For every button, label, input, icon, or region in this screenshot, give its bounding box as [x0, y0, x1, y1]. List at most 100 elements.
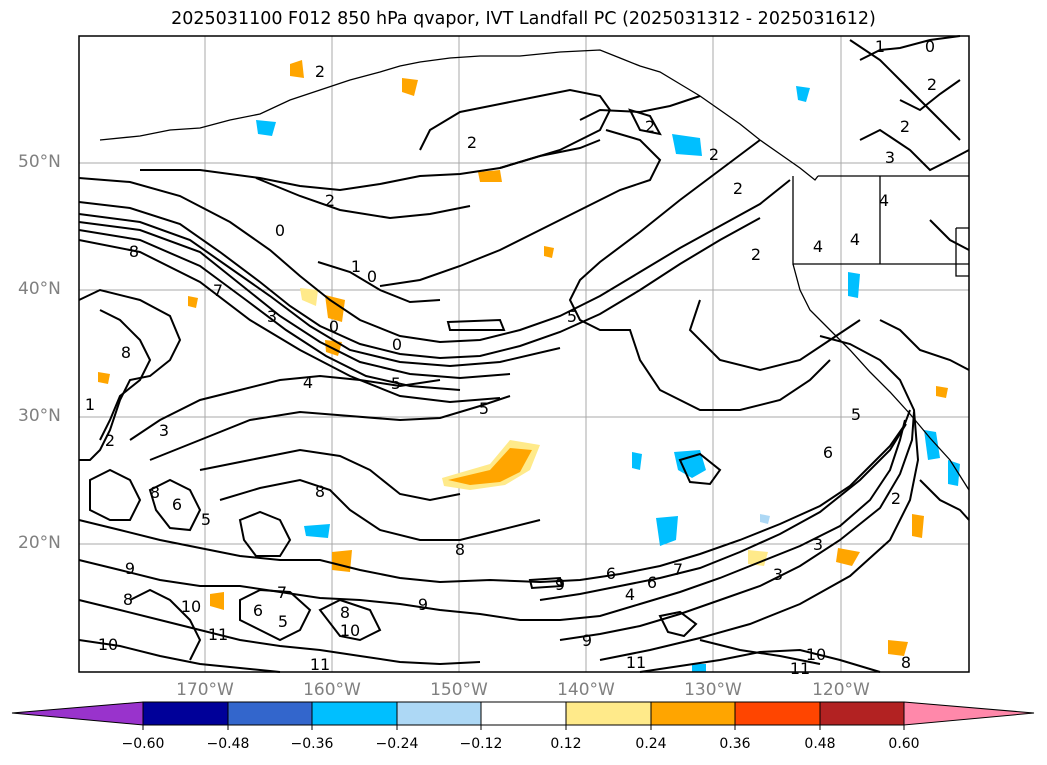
contour-label: 0: [329, 317, 339, 336]
contour-label: 8: [455, 540, 465, 559]
latitude-label: 20°N: [18, 533, 61, 553]
contour-label: 7: [213, 281, 223, 300]
colorbar-bin: [311, 701, 398, 726]
contour-label: 5: [851, 405, 861, 424]
longitude-label: 140°W: [557, 680, 615, 700]
contour-label: 1: [85, 395, 95, 414]
contour-label: 8: [315, 482, 325, 501]
colorbar-max-extension: [903, 701, 1035, 726]
map-frame: [78, 35, 970, 673]
colorbar-tick-label: −0.12: [459, 736, 503, 752]
colorbar-tick-label: −0.48: [206, 736, 250, 752]
contour-label: 7: [277, 583, 287, 602]
longitude-label: 130°W: [684, 680, 742, 700]
contour-label: 5: [567, 307, 577, 326]
contour-label: 8: [340, 603, 350, 622]
contour-label: 2: [105, 431, 115, 450]
contour-label: 7: [673, 560, 683, 579]
contour-label: 2: [325, 191, 335, 210]
map-area: [79, 36, 969, 672]
contour-label-group: 2 0 2 2 2 2 2 1 3 0 4 4 2 2 2 1 0 4 7 8 …: [85, 37, 937, 678]
contour-label: 4: [813, 237, 823, 256]
longitude-label: 150°W: [430, 680, 488, 700]
contour-label: 6: [253, 601, 263, 620]
contour-label: 9: [555, 575, 565, 594]
contour-label: 4: [850, 230, 860, 249]
contour-label: 2: [751, 245, 761, 264]
contour-lines: [78, 35, 970, 673]
contour-label: 2: [645, 117, 655, 136]
contour-label: 10: [98, 635, 118, 654]
contour-label: 11: [790, 659, 810, 678]
colorbar-tick-label: −0.60: [121, 736, 165, 752]
contour-label: 6: [647, 573, 657, 592]
colorbar-bin: [227, 701, 313, 726]
colorbar-tick-label: 0.60: [888, 736, 920, 752]
contour-label: 10: [181, 597, 201, 616]
contour-label: 8: [150, 483, 160, 502]
colorbar-tick-label: 0.48: [804, 736, 836, 752]
contour-label: 0: [392, 335, 402, 354]
contour-label: 9: [418, 595, 428, 614]
longitude-label: 160°W: [303, 680, 361, 700]
contour-label: 11: [310, 655, 330, 674]
contour-label: 9: [582, 631, 592, 650]
contour-label: 3: [159, 421, 169, 440]
contour-label: 2: [891, 489, 901, 508]
colorbar-tick-label: 0.24: [635, 736, 667, 752]
longitude-label: 120°W: [812, 680, 870, 700]
latitude-label: 40°N: [18, 279, 61, 299]
contour-label: 2: [927, 75, 937, 94]
colorbar: [11, 701, 1035, 730]
contour-label: 2: [900, 117, 910, 136]
contour-label: 4: [303, 373, 313, 392]
colorbar-tick-label: 0.12: [550, 736, 582, 752]
contour-label: 2: [467, 133, 477, 152]
contour-label: 2: [733, 179, 743, 198]
contour-label: 4: [879, 191, 889, 210]
colorbar-tick-label: −0.36: [290, 736, 334, 752]
latitude-label: 30°N: [18, 406, 61, 426]
colorbar-bin: [734, 701, 821, 726]
contour-label: 1: [351, 257, 361, 276]
contour-label: 3: [813, 535, 823, 554]
contour-label: 3: [885, 148, 895, 167]
contour-label: 11: [626, 653, 646, 672]
colorbar-bin: [396, 701, 482, 726]
contour-label: 11: [208, 625, 228, 644]
contour-label: 8: [123, 590, 133, 609]
colorbar-bin: [650, 701, 736, 726]
contour-label: 0: [925, 37, 935, 56]
contour-label: 10: [806, 645, 826, 664]
colorbar-bin: [819, 701, 905, 726]
contour-label: 8: [129, 242, 139, 261]
colorbar-min-extension: [11, 701, 144, 726]
contour-label: 5: [391, 374, 401, 393]
contour-label: 3: [773, 565, 783, 584]
contour-label: 5: [278, 612, 288, 631]
colorbar-tick-label: 0.36: [719, 736, 751, 752]
longitude-label: 170°W: [176, 680, 234, 700]
contour-label: 6: [606, 564, 616, 583]
contour-label: 1: [875, 37, 885, 56]
latitude-label: 50°N: [18, 152, 61, 172]
map-title: 2025031100 F012 850 hPa qvapor, IVT Land…: [171, 9, 876, 29]
contour-label: 5: [479, 399, 489, 418]
contour-label: 2: [315, 62, 325, 81]
colorbar-bin: [142, 701, 229, 726]
shaded-anomaly-patches: [98, 60, 960, 672]
contour-label: 6: [172, 495, 182, 514]
contour-label: 5: [201, 510, 211, 529]
coastlines: [99, 49, 970, 491]
contour-label: 0: [367, 267, 377, 286]
contour-label: 6: [823, 443, 833, 462]
colorbar-bin: [565, 701, 652, 726]
contour-label: 4: [625, 585, 635, 604]
colorbar-bin: [480, 701, 567, 726]
contour-label: 9: [125, 559, 135, 578]
contour-label: 0: [275, 221, 285, 240]
contour-label: 8: [901, 653, 911, 672]
colorbar-tick-label: −0.24: [375, 736, 419, 752]
contour-label: 2: [709, 145, 719, 164]
